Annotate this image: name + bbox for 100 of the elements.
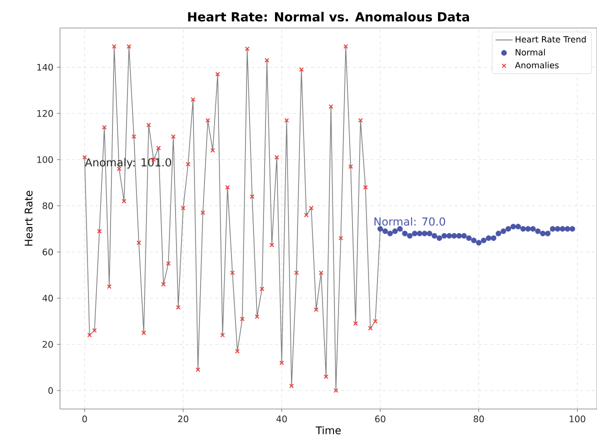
- y-tick-label: 100: [37, 156, 53, 164]
- point: [196, 367, 200, 372]
- point: [161, 282, 166, 287]
- point: [506, 226, 512, 232]
- point: [407, 233, 413, 239]
- point: [530, 226, 536, 232]
- point: [446, 233, 452, 239]
- y-tick-label: 0: [48, 387, 53, 394]
- y-tick-label: 40: [42, 294, 53, 302]
- point: [156, 146, 161, 150]
- chart-title: Heart Rate: Normal vs. Anomalous Data: [188, 12, 470, 22]
- point: [426, 230, 432, 236]
- point: [180, 206, 186, 210]
- legend-label: Anomalies: [514, 62, 559, 68]
- point: [560, 226, 566, 232]
- point: [520, 226, 526, 232]
- x-tick-label: 40: [276, 416, 287, 422]
- point: [170, 134, 176, 139]
- point: [92, 328, 97, 333]
- point: [456, 233, 462, 239]
- point: [348, 164, 354, 169]
- y-tick-label: 80: [42, 202, 53, 210]
- point: [299, 67, 304, 72]
- point: [106, 284, 112, 289]
- point: [294, 270, 299, 276]
- point: [318, 270, 324, 276]
- point: [343, 44, 348, 49]
- point: [353, 321, 358, 326]
- point: [554, 226, 560, 232]
- point: [358, 118, 363, 123]
- x-tick-label: 20: [178, 416, 188, 422]
- legend-label: Heart Rate Trend: [516, 36, 586, 43]
- x-tick-label: 100: [570, 416, 586, 422]
- point: [461, 233, 467, 239]
- point: [141, 330, 146, 336]
- point: [377, 226, 384, 232]
- point: [289, 384, 294, 388]
- point: [496, 230, 502, 236]
- point: [166, 261, 171, 266]
- point: [270, 242, 274, 248]
- point: [205, 118, 210, 123]
- point: [122, 198, 126, 204]
- point: [441, 233, 448, 239]
- point: [490, 235, 496, 241]
- point: [284, 118, 289, 123]
- point: [250, 194, 254, 199]
- point: [102, 124, 107, 130]
- point: [544, 230, 551, 236]
- point: [304, 212, 309, 218]
- point: [176, 305, 181, 310]
- point: [112, 44, 117, 49]
- point: [510, 224, 516, 230]
- point: [416, 230, 422, 236]
- point: [535, 228, 541, 234]
- point: [363, 184, 368, 190]
- y-tick-label: 120: [37, 110, 53, 117]
- point: [540, 230, 546, 236]
- point: [324, 374, 328, 380]
- point: [436, 235, 442, 241]
- point: [220, 332, 225, 338]
- point: [210, 148, 216, 153]
- point: [432, 233, 438, 239]
- legend-label: Normal: [516, 48, 545, 56]
- x-tick-label: 60: [375, 416, 386, 422]
- point: [480, 238, 486, 244]
- point: [372, 318, 378, 324]
- x-tick-label: 80: [474, 416, 484, 422]
- point: [368, 326, 373, 331]
- point: [564, 226, 570, 232]
- point: [215, 72, 220, 77]
- point: [451, 233, 457, 239]
- point: [570, 226, 576, 232]
- y-tick-label: 60: [42, 248, 53, 256]
- point: [486, 235, 492, 241]
- y-axis-title: Heart Rate: [24, 190, 33, 246]
- point: [264, 58, 270, 63]
- point: [126, 44, 132, 49]
- x-tick-label: 0: [82, 416, 87, 422]
- point: [412, 230, 418, 236]
- point: [186, 162, 190, 167]
- y-tick-label: 20: [42, 340, 53, 348]
- point: [515, 224, 521, 230]
- point: [338, 236, 344, 240]
- point: [244, 46, 250, 52]
- point: [200, 210, 206, 216]
- point: [550, 226, 556, 232]
- point: [235, 348, 240, 354]
- point: [397, 226, 403, 232]
- point: [308, 206, 314, 210]
- point: [334, 388, 338, 393]
- point: [387, 230, 393, 236]
- point: [260, 286, 264, 292]
- point: [500, 228, 506, 234]
- point: [136, 240, 142, 246]
- point: [466, 235, 472, 241]
- point: [279, 360, 284, 366]
- point: [230, 270, 235, 276]
- point: [314, 307, 319, 312]
- point: [476, 240, 482, 246]
- point: [97, 228, 102, 234]
